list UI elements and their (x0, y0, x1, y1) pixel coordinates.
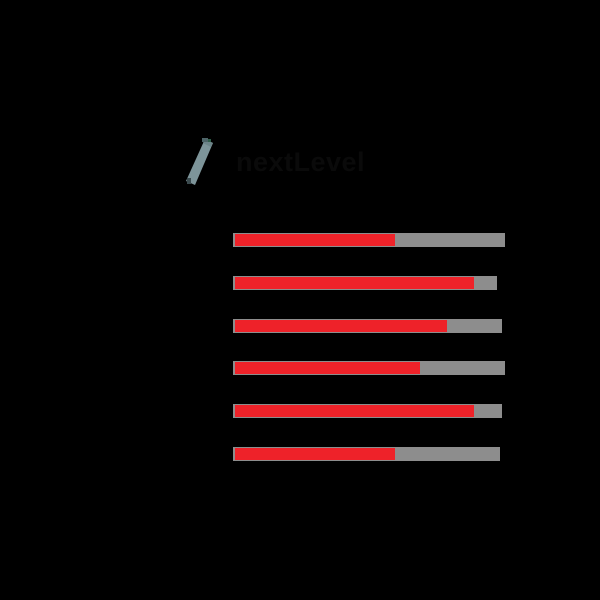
brand-name: nextLevel (236, 146, 366, 177)
bar-fill-3 (235, 320, 448, 332)
slash-logo-icon (182, 138, 218, 186)
bar-fill-4 (235, 362, 420, 374)
brand-lockup: nextLevel (182, 136, 512, 188)
bar-fill-6 (235, 448, 396, 460)
bar-fill-5 (235, 405, 475, 417)
bar-fill-2 (235, 277, 475, 289)
bar-fill-1 (235, 234, 396, 246)
